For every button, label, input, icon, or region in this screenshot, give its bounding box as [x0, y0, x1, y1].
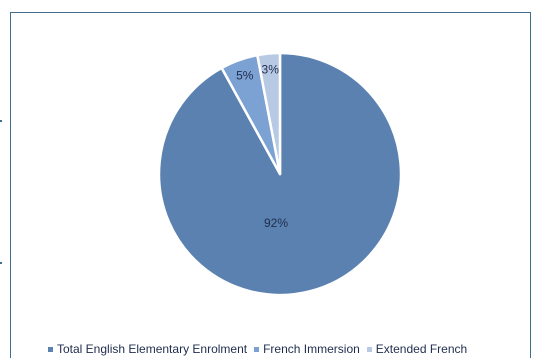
edge-tick-mark [0, 120, 2, 122]
legend-swatch [48, 346, 53, 352]
legend-swatch [254, 346, 260, 352]
edge-tick-mark [0, 262, 2, 264]
legend-label: Total English Elementary Enrolment [57, 342, 248, 356]
legend-label: French Immersion [263, 342, 360, 356]
pie-slices [157, 51, 403, 297]
legend-entry: Extended French [366, 342, 468, 356]
legend-entry: Total English Elementary Enrolment [48, 342, 247, 356]
data-label: 5% [236, 68, 254, 82]
legend-entry: French Immersion [254, 342, 360, 356]
legend-swatch [366, 346, 372, 352]
legend-label: Extended French [375, 342, 468, 356]
pie-labels: 92% 5% 3% [236, 63, 288, 231]
data-label: 92% [264, 216, 288, 230]
pie-slice [256, 51, 282, 176]
chart-legend: Total English Elementary Enrolment French… [48, 340, 474, 358]
data-label: 3% [262, 63, 280, 77]
